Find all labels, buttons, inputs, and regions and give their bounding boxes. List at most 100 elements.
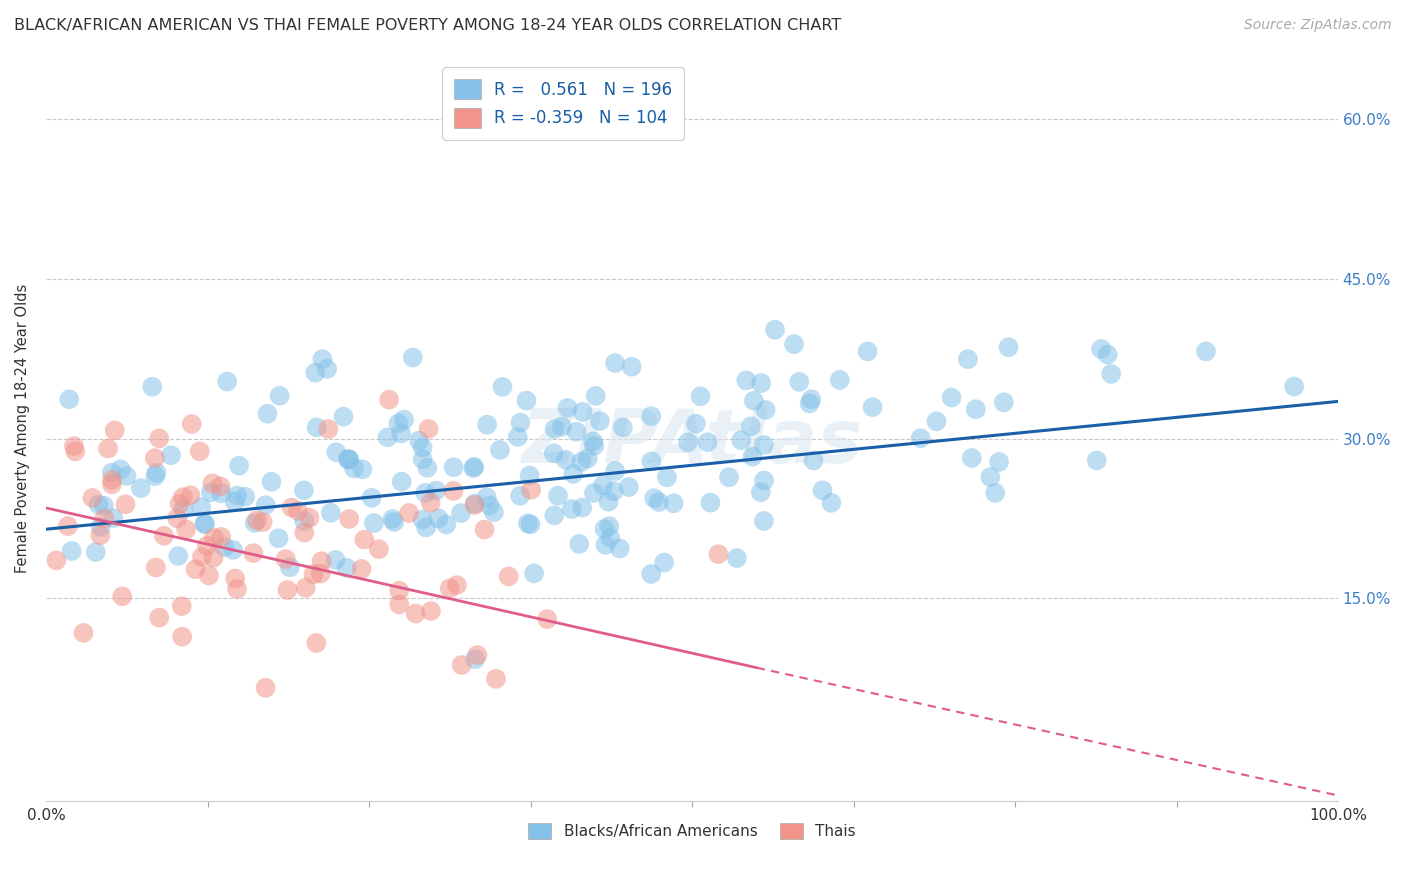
Point [416,460,439,475]
Point [222,543,245,558]
Point [956,352,979,367]
Point [1085,453,1108,467]
Point [224,494,246,508]
Point [381,512,404,526]
Point [148,610,170,624]
Point [184,562,207,576]
Point [360,491,382,505]
Point [60,544,83,558]
Point [1090,342,1112,356]
Point [1097,347,1119,361]
Point [520,483,543,497]
Point [336,452,359,467]
Point [685,417,707,431]
Point [45,553,67,567]
Point [318,422,340,436]
Point [799,396,821,410]
Point [593,522,616,536]
Point [169,497,191,511]
Point [515,393,537,408]
Point [557,401,579,415]
Point [167,549,190,563]
Point [425,483,447,498]
Point [463,461,485,475]
Point [110,462,132,476]
Point [443,483,465,498]
Point [350,562,373,576]
Point [519,517,541,532]
Point [551,419,574,434]
Point [543,446,565,460]
Point [84,545,107,559]
Point [305,420,328,434]
Point [571,455,593,469]
Y-axis label: Female Poverty Among 18-24 Year Olds: Female Poverty Among 18-24 Year Olds [15,284,30,573]
Point [209,530,232,544]
Point [172,502,194,516]
Point [543,508,565,523]
Point [446,578,468,592]
Point [202,531,225,545]
Point [233,490,256,504]
Point [489,442,512,457]
Point [174,523,197,537]
Point [571,405,593,419]
Point [562,467,585,481]
Point [415,486,437,500]
Point [652,556,675,570]
Point [620,359,643,374]
Point [97,442,120,456]
Point [294,581,316,595]
Point [101,477,124,491]
Point [576,451,599,466]
Point [377,430,399,444]
Point [464,497,486,511]
Point [485,672,508,686]
Point [63,439,86,453]
Point [209,486,232,500]
Point [643,491,665,506]
Point [648,495,671,509]
Point [925,414,948,428]
Point [325,445,347,459]
Point [405,607,427,621]
Point [463,459,485,474]
Point [408,434,430,448]
Point [226,582,249,596]
Point [464,652,486,666]
Point [325,553,347,567]
Text: Source: ZipAtlas.com: Source: ZipAtlas.com [1244,18,1392,32]
Point [602,484,624,499]
Point [280,500,302,515]
Point [256,407,278,421]
Point [188,444,211,458]
Point [592,478,614,492]
Point [141,380,163,394]
Point [450,658,472,673]
Point [93,511,115,525]
Point [89,528,111,542]
Point [305,636,328,650]
Point [287,504,309,518]
Point [198,568,221,582]
Point [467,648,489,662]
Point [585,389,607,403]
Point [993,395,1015,409]
Point [202,550,225,565]
Point [820,496,842,510]
Point [640,566,662,581]
Point [166,511,188,525]
Point [343,461,366,475]
Point [254,681,277,695]
Point [800,392,823,407]
Point [997,340,1019,354]
Point [115,469,138,483]
Point [242,546,264,560]
Point [336,561,359,575]
Point [568,537,591,551]
Point [984,486,1007,500]
Point [603,356,626,370]
Point [509,416,531,430]
Point [783,337,806,351]
Point [337,452,360,467]
